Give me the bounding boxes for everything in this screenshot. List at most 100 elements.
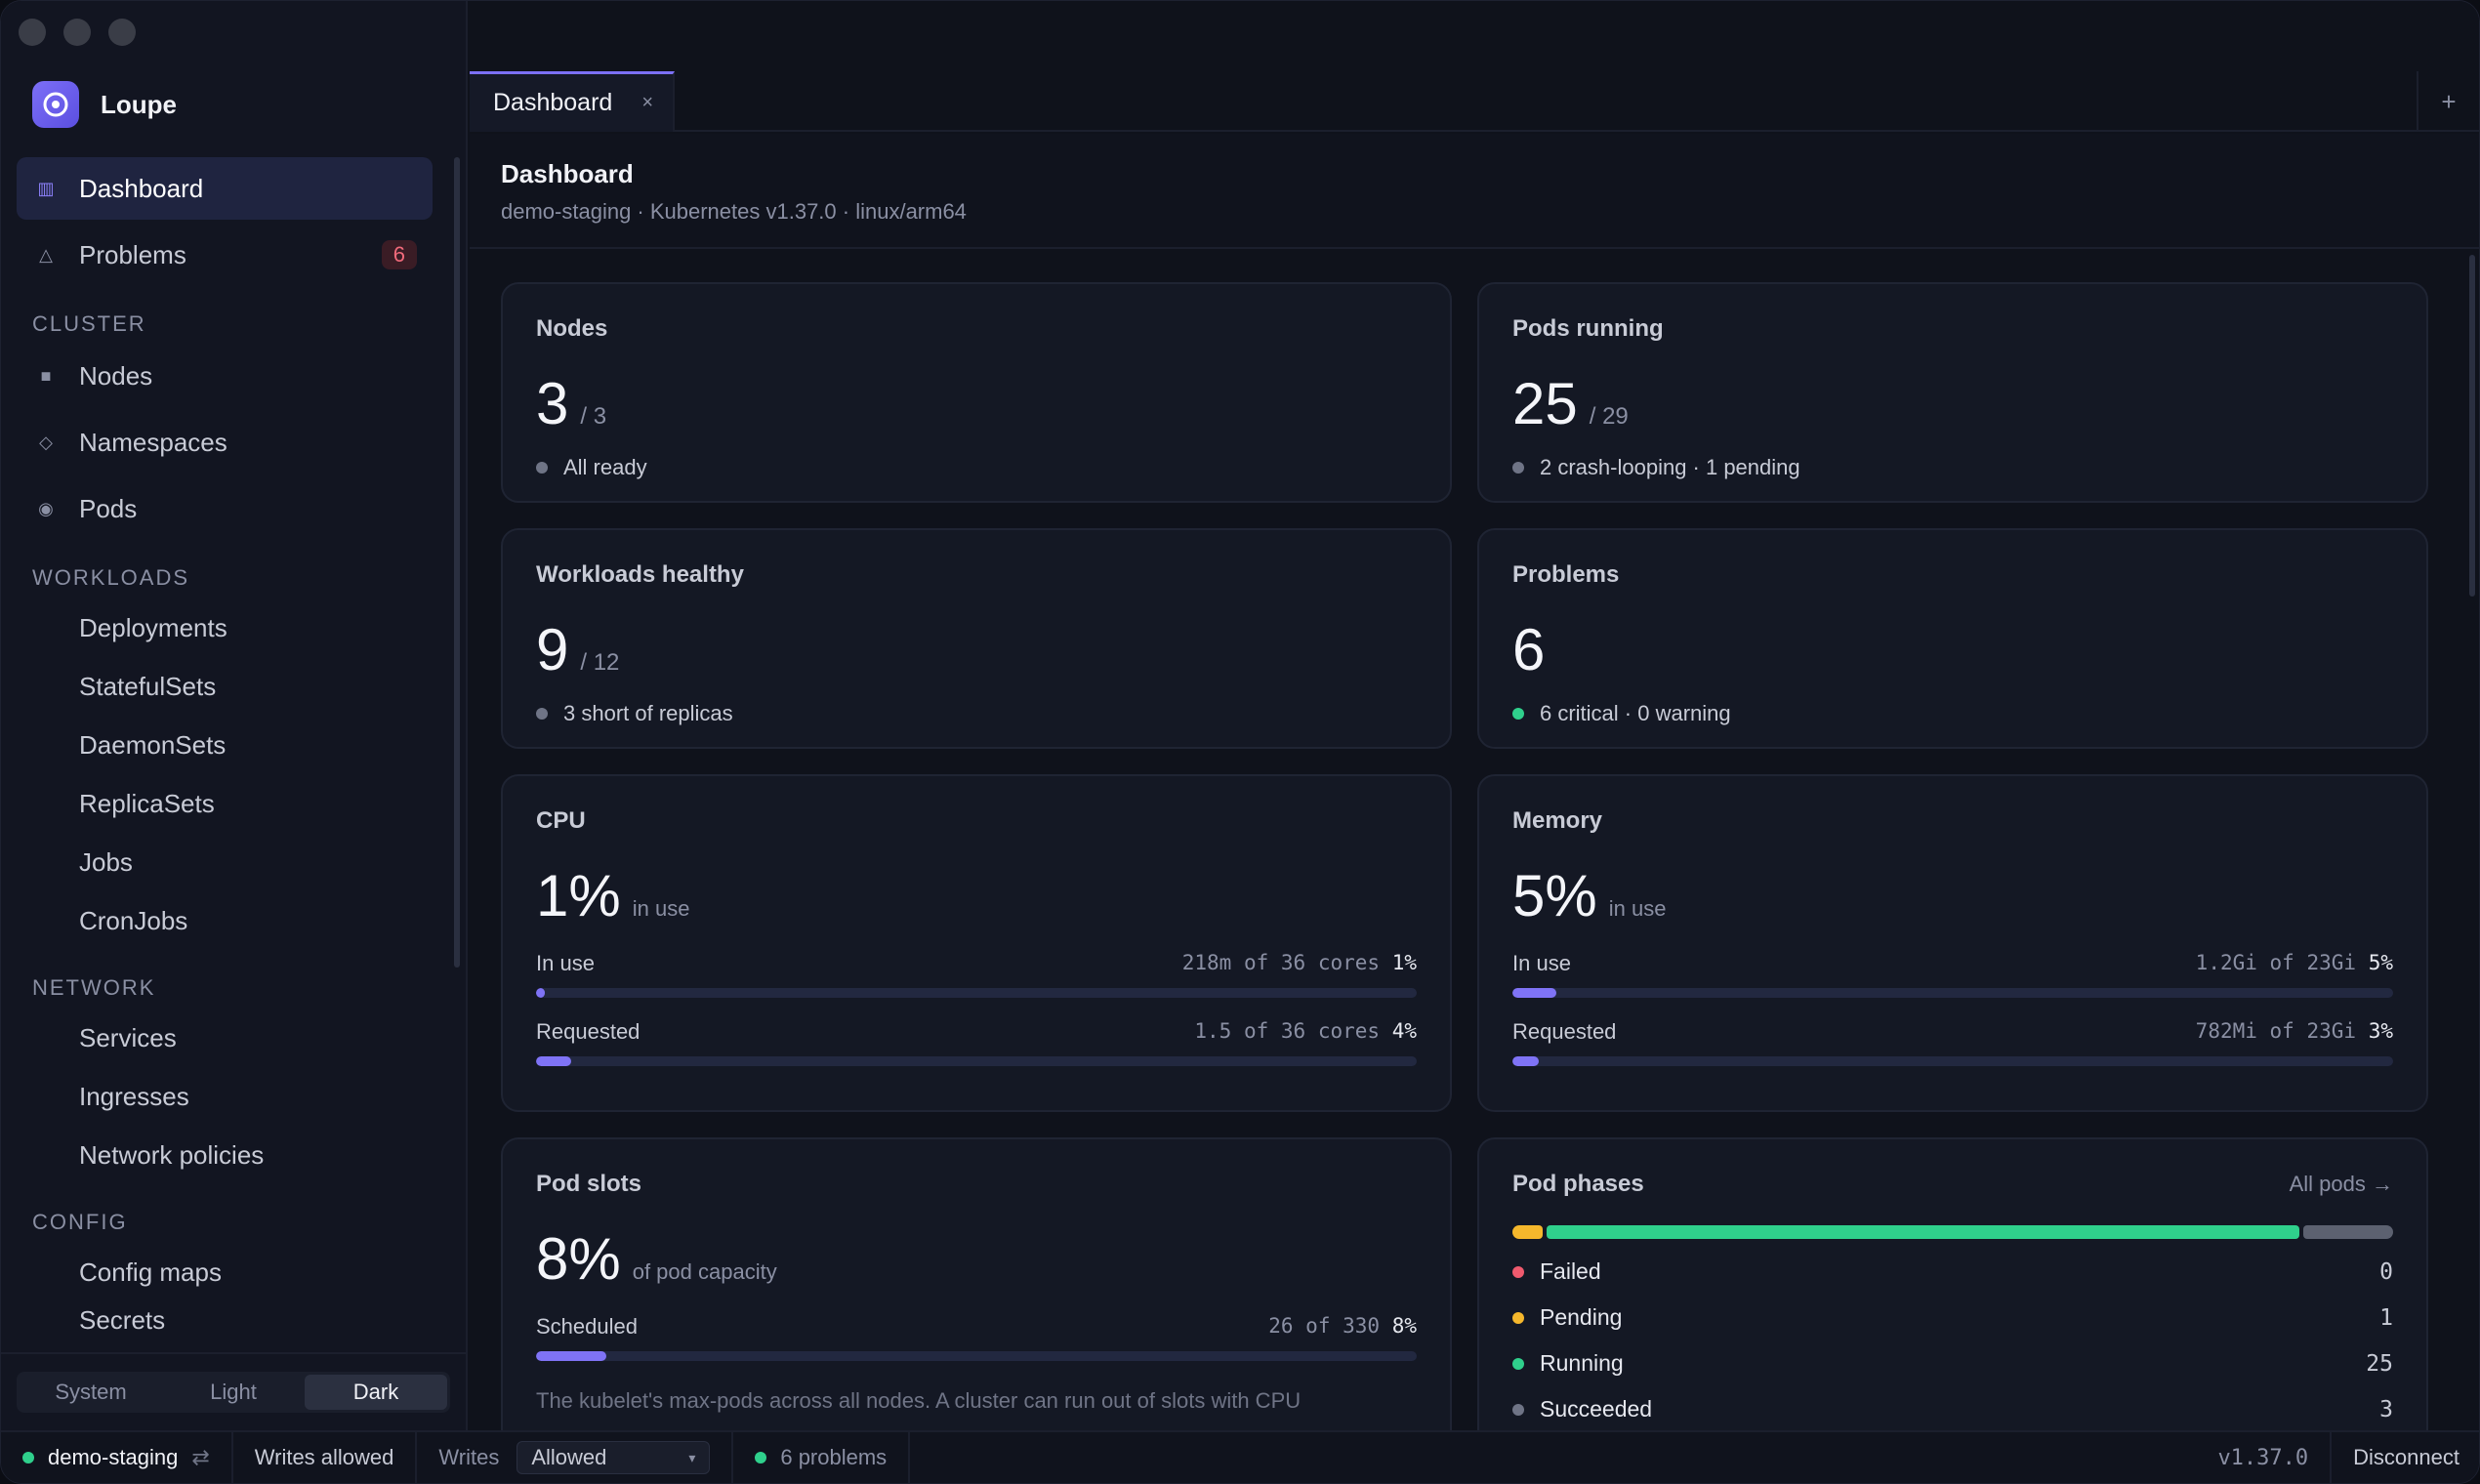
brand: Loupe <box>32 81 177 128</box>
pod-slots-card[interactable]: Pod slots 8% of pod capacity Scheduled 26 … <box>501 1137 1452 1450</box>
sidebar-item-config-maps[interactable]: Config maps <box>79 1257 222 1287</box>
memory-card[interactable]: Memory 5% in use In use 1.2Gi of 23Gi 5% R… <box>1477 774 2428 1112</box>
bar-detail: 1.5 of 36 cores <box>1194 1019 1381 1043</box>
sidebar-item-statefulsets[interactable]: StatefulSets <box>79 671 217 701</box>
tab-dashboard[interactable]: Dashboard × <box>470 71 675 132</box>
nodes-card[interactable]: Nodes 3 / 3 All ready <box>501 282 1452 503</box>
sidebar-item-problems[interactable]: △ Problems 6 <box>17 224 433 286</box>
writes-select[interactable]: Allowed ▾ <box>517 1441 711 1474</box>
sidebar-item-secrets[interactable]: Secrets <box>79 1305 166 1331</box>
status-text: 6 critical · 0 warning <box>1540 701 1731 725</box>
bar-detail: 782Mi of 23Gi <box>2195 1019 2357 1043</box>
phase-segment-pending <box>1512 1225 1543 1239</box>
status-line: 3 short of replicas <box>536 701 1417 726</box>
card-title: Pod phases <box>1512 1171 1644 1197</box>
problems-indicator[interactable]: 6 problems <box>733 1432 911 1483</box>
problems-card[interactable]: Problems 6 6 critical · 0 warning <box>1477 528 2428 749</box>
sidebar-item-services[interactable]: Services <box>79 1022 177 1052</box>
status-line: 2 crash-looping · 1 pending <box>1512 455 2393 480</box>
writes-label: Writes <box>438 1445 500 1469</box>
bar-percent: 8% <box>1391 1314 1417 1338</box>
sidebar-item-jobs[interactable]: Jobs <box>79 846 133 877</box>
status-text: 3 short of replicas <box>563 701 733 725</box>
section-label-network: NETWORK <box>32 975 156 1000</box>
version-label: v1.37.0 <box>2217 1445 2309 1470</box>
phase-label: Running <box>1540 1350 1624 1376</box>
minimize-window-button[interactable] <box>63 19 91 46</box>
pod-phases-bar <box>1512 1225 2393 1239</box>
memory-requested-row: Requested 782Mi of 23Gi 3% <box>1512 1019 2393 1066</box>
add-tab-button[interactable]: + <box>2417 71 2479 132</box>
sidebar-item-deployments[interactable]: Deployments <box>79 612 227 642</box>
sidebar-item-label: Namespaces <box>79 427 227 457</box>
phase-segment-running <box>1546 1225 2299 1239</box>
theme-option-light[interactable]: Light <box>210 1380 257 1404</box>
sidebar-item-nodes[interactable]: ■ Nodes <box>17 345 433 407</box>
sidebar-nav: ▥ Dashboard △ Problems 6 CLUSTER ■ Nodes… <box>17 157 433 1331</box>
phase-row-failed[interactable]: Failed 0 <box>1512 1258 2393 1285</box>
stat-value: 5% in use <box>1512 862 2393 929</box>
progress-fill <box>536 1056 572 1066</box>
theme-option-system[interactable]: System <box>55 1380 127 1404</box>
all-pods-link[interactable]: All pods → <box>2289 1172 2393 1196</box>
status-line: All ready <box>536 455 1417 480</box>
sidebar-item-network-policies[interactable]: Network policies <box>79 1139 265 1170</box>
pods-running-card[interactable]: Pods running 25 / 29 2 crash-looping · 1 … <box>1477 282 2428 503</box>
stat-value: 8% of pod capacity <box>536 1225 1417 1293</box>
workloads-healthy-card[interactable]: Workloads healthy 9 / 12 3 short of repli… <box>501 528 1452 749</box>
phase-row-succeeded[interactable]: Succeeded 3 <box>1512 1396 2393 1422</box>
problems-count: 6 <box>1512 617 1546 682</box>
sidebar-item-replicasets[interactable]: ReplicaSets <box>79 788 215 818</box>
problems-dot <box>755 1452 767 1463</box>
close-icon[interactable]: × <box>641 92 653 113</box>
phase-count: 0 <box>2379 1258 2393 1285</box>
sidebar-scrollbar[interactable] <box>454 157 460 968</box>
bar-percent: 3% <box>2368 1019 2393 1043</box>
sidebar-item-cronjobs[interactable]: CronJobs <box>79 905 188 935</box>
phase-row-running[interactable]: Running 25 <box>1512 1350 2393 1377</box>
bar-value: 218m of 36 cores 1% <box>1182 951 1417 976</box>
sidebar-item-ingresses[interactable]: Ingresses <box>79 1081 189 1111</box>
nodes-icon: ■ <box>40 365 52 386</box>
memory-usage-value: 5% <box>1512 863 1597 928</box>
progress-track <box>536 1056 1417 1066</box>
page-header: Dashboard demo-staging · Kubernetes v1.3… <box>470 134 2479 249</box>
failed-dot <box>1512 1265 1524 1278</box>
problems-text: 6 problems <box>780 1445 888 1469</box>
app-name: Loupe <box>101 89 177 119</box>
sidebar-item-namespaces[interactable]: ◇ Namespaces <box>17 411 433 474</box>
context-name: demo-staging <box>48 1445 179 1469</box>
context-switcher[interactable]: demo-staging ⇄ <box>1 1432 233 1483</box>
succeeded-dot <box>1512 1403 1524 1416</box>
switch-context-icon[interactable]: ⇄ <box>191 1445 210 1469</box>
sidebar-item-dashboard[interactable]: ▥ Dashboard <box>17 157 433 220</box>
cpu-requested-row: Requested 1.5 of 36 cores 4% <box>536 1019 1417 1066</box>
phase-count: 25 <box>2366 1350 2393 1377</box>
bar-label: Requested <box>1512 1019 1617 1044</box>
theme-option-dark[interactable]: Dark <box>305 1375 447 1410</box>
page-title: Dashboard <box>501 159 634 188</box>
zoom-window-button[interactable] <box>108 19 136 46</box>
pod-slots-scheduled-row: Scheduled 26 of 330 8% <box>536 1314 1417 1361</box>
loupe-logo-icon <box>32 81 79 128</box>
phase-row-pending[interactable]: Pending 1 <box>1512 1304 2393 1331</box>
sidebar-item-pods[interactable]: ◉ Pods <box>17 477 433 540</box>
phase-label: Failed <box>1540 1258 1601 1284</box>
sidebar-item-daemonsets[interactable]: DaemonSets <box>79 729 227 760</box>
disconnect-button[interactable]: Disconnect <box>2330 1432 2479 1483</box>
main-scrollbar[interactable] <box>2469 255 2475 597</box>
progress-fill <box>536 988 546 998</box>
sidebar-item-label: Problems <box>79 239 186 269</box>
bar-detail: 218m of 36 cores <box>1181 951 1381 974</box>
workloads-total: / 12 <box>580 649 620 676</box>
pods-running-count: 25 <box>1512 371 1578 436</box>
card-title: Pods running <box>1512 315 1664 342</box>
close-window-button[interactable] <box>19 19 46 46</box>
progress-track <box>1512 1056 2393 1066</box>
status-dot <box>1512 462 1524 474</box>
cpu-card[interactable]: CPU 1% in use In use 218m of 36 cores 1% R… <box>501 774 1452 1112</box>
sidebar-divider <box>1 1352 468 1354</box>
stat-value: 3 / 3 <box>536 370 1417 437</box>
phase-count: 1 <box>2379 1304 2393 1331</box>
page-subtitle: demo-staging · Kubernetes v1.37.0 · linu… <box>501 199 967 224</box>
